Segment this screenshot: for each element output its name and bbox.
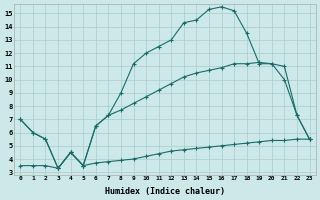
X-axis label: Humidex (Indice chaleur): Humidex (Indice chaleur) (105, 187, 225, 196)
